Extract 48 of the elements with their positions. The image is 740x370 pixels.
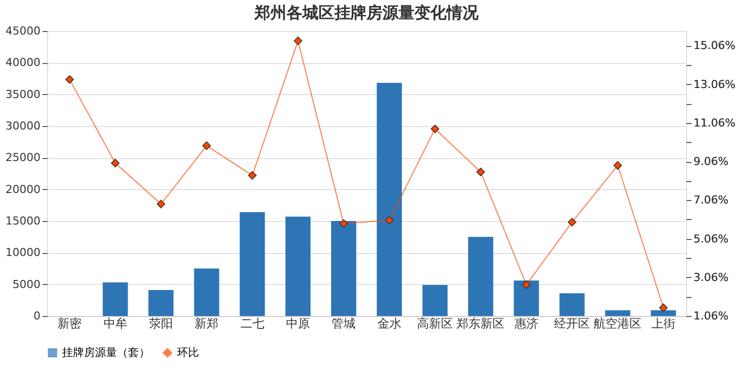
bar <box>331 221 356 316</box>
bar <box>650 310 676 316</box>
x-tick-label: 新郑 <box>194 316 219 330</box>
y2-tick-label: 9.06% <box>694 155 728 168</box>
bar <box>559 293 585 316</box>
bar <box>422 284 448 316</box>
y-tick-label: 20000 <box>6 182 40 196</box>
x-tick-label: 高新区 <box>417 316 454 330</box>
bar <box>468 236 494 316</box>
y2-tick-label: 7.06% <box>694 194 728 207</box>
y-tick-label: 35000 <box>6 88 40 101</box>
y-tick-label: 15000 <box>6 214 40 228</box>
x-tick-label: 郑东新区 <box>456 316 505 330</box>
x-tick-label: 惠济 <box>513 316 538 330</box>
y2-tick-label: 13.06% <box>694 78 736 91</box>
y-tick-label: 5000 <box>12 278 40 291</box>
x-tick-label: 中牟 <box>103 316 128 330</box>
x-tick-label: 经开区 <box>554 316 590 330</box>
x-tick-label: 管城 <box>332 316 356 330</box>
y-tick-label: 0 <box>34 310 40 322</box>
bar <box>102 282 128 316</box>
x-tick-label: 新密 <box>58 316 82 330</box>
y-tick-label: 25000 <box>6 151 40 164</box>
bar <box>376 82 402 316</box>
bar <box>240 212 265 316</box>
bar <box>194 268 220 316</box>
y-tick-label: 10000 <box>6 246 40 260</box>
y-tick-label: 40000 <box>6 56 40 70</box>
x-tick-label: 二七 <box>240 316 264 330</box>
bar <box>148 290 174 316</box>
bar <box>514 280 539 316</box>
x-tick-label: 航空港区 <box>594 316 642 330</box>
legend-label: 环比 <box>177 346 199 359</box>
y2-tick-label: 3.06% <box>694 270 728 284</box>
x-tick-label: 中原 <box>286 316 310 330</box>
y-tick-label: 30000 <box>6 120 40 132</box>
y2-tick-label: 11.06% <box>694 116 736 130</box>
x-tick-label: 荥阳 <box>148 316 173 330</box>
x-tick-label: 上街 <box>651 316 676 330</box>
bar <box>605 310 630 316</box>
y-tick-label: 45000 <box>6 24 40 38</box>
chart-title: 郑州各城区挂牌房源量变化情况 <box>254 3 480 22</box>
y2-tick-label: 15.06% <box>694 39 736 52</box>
x-tick-label: 金水 <box>377 316 402 330</box>
bar <box>285 216 311 316</box>
y2-tick-label: 5.06% <box>694 232 728 246</box>
legend-label: 挂牌房源量（套） <box>62 346 150 359</box>
y2-tick-label: 1.06% <box>694 310 728 322</box>
